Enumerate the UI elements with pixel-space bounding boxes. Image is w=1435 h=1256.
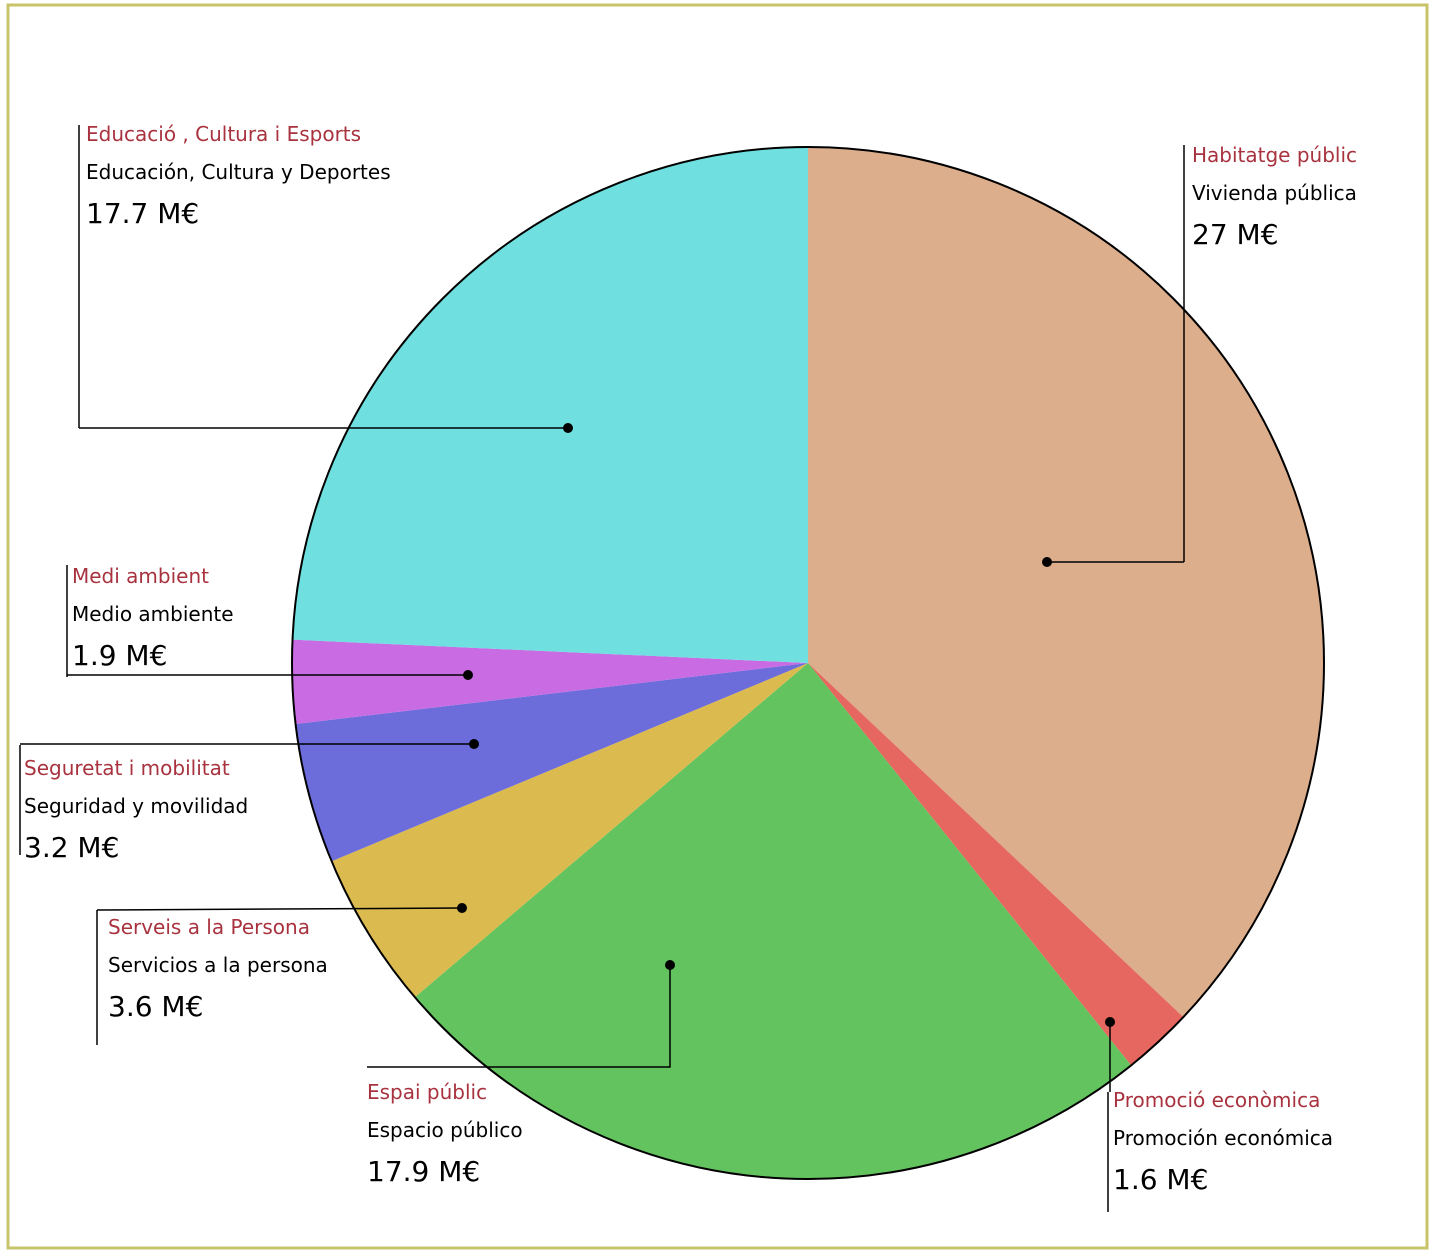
category-label-es: Servicios a la persona	[108, 953, 328, 977]
category-label: Habitatge públic	[1192, 143, 1357, 167]
leader-dot	[665, 960, 675, 970]
category-label: Espai públic	[367, 1080, 487, 1104]
leader-dot	[563, 423, 573, 433]
category-label: Promoció econòmica	[1113, 1088, 1320, 1112]
value-label: 27 M€	[1192, 218, 1279, 251]
category-label-es: Vivienda pública	[1192, 181, 1357, 205]
value-label: 17.7 M€	[86, 197, 199, 230]
chart: Habitatge públic Vivienda pública 27 M€ Pro…	[0, 0, 1435, 1256]
value-label: 17.9 M€	[367, 1155, 480, 1188]
value-label: 1.9 M€	[72, 639, 167, 672]
leader-dot	[457, 903, 467, 913]
category-label-es: Medio ambiente	[72, 602, 234, 626]
category-label: Seguretat i mobilitat	[24, 756, 230, 780]
category-label-es: Seguridad y movilidad	[24, 794, 248, 818]
value-label: 1.6 M€	[1113, 1163, 1208, 1196]
value-label: 3.2 M€	[24, 831, 119, 864]
category-label-es: Educación, Cultura y Deportes	[86, 160, 391, 184]
category-label: Medi ambient	[72, 564, 209, 588]
value-label: 3.6 M€	[108, 990, 203, 1023]
category-label-es: Espacio público	[367, 1118, 523, 1142]
category-label: Educació , Cultura i Esports	[86, 122, 361, 146]
pie	[292, 147, 1324, 1179]
leader-dot	[1105, 1017, 1115, 1027]
leader-dot	[463, 670, 473, 680]
category-label: Serveis a la Persona	[108, 915, 310, 939]
leader-dot	[469, 739, 479, 749]
leader-dot	[1042, 557, 1052, 567]
category-label-es: Promoción económica	[1113, 1126, 1333, 1150]
